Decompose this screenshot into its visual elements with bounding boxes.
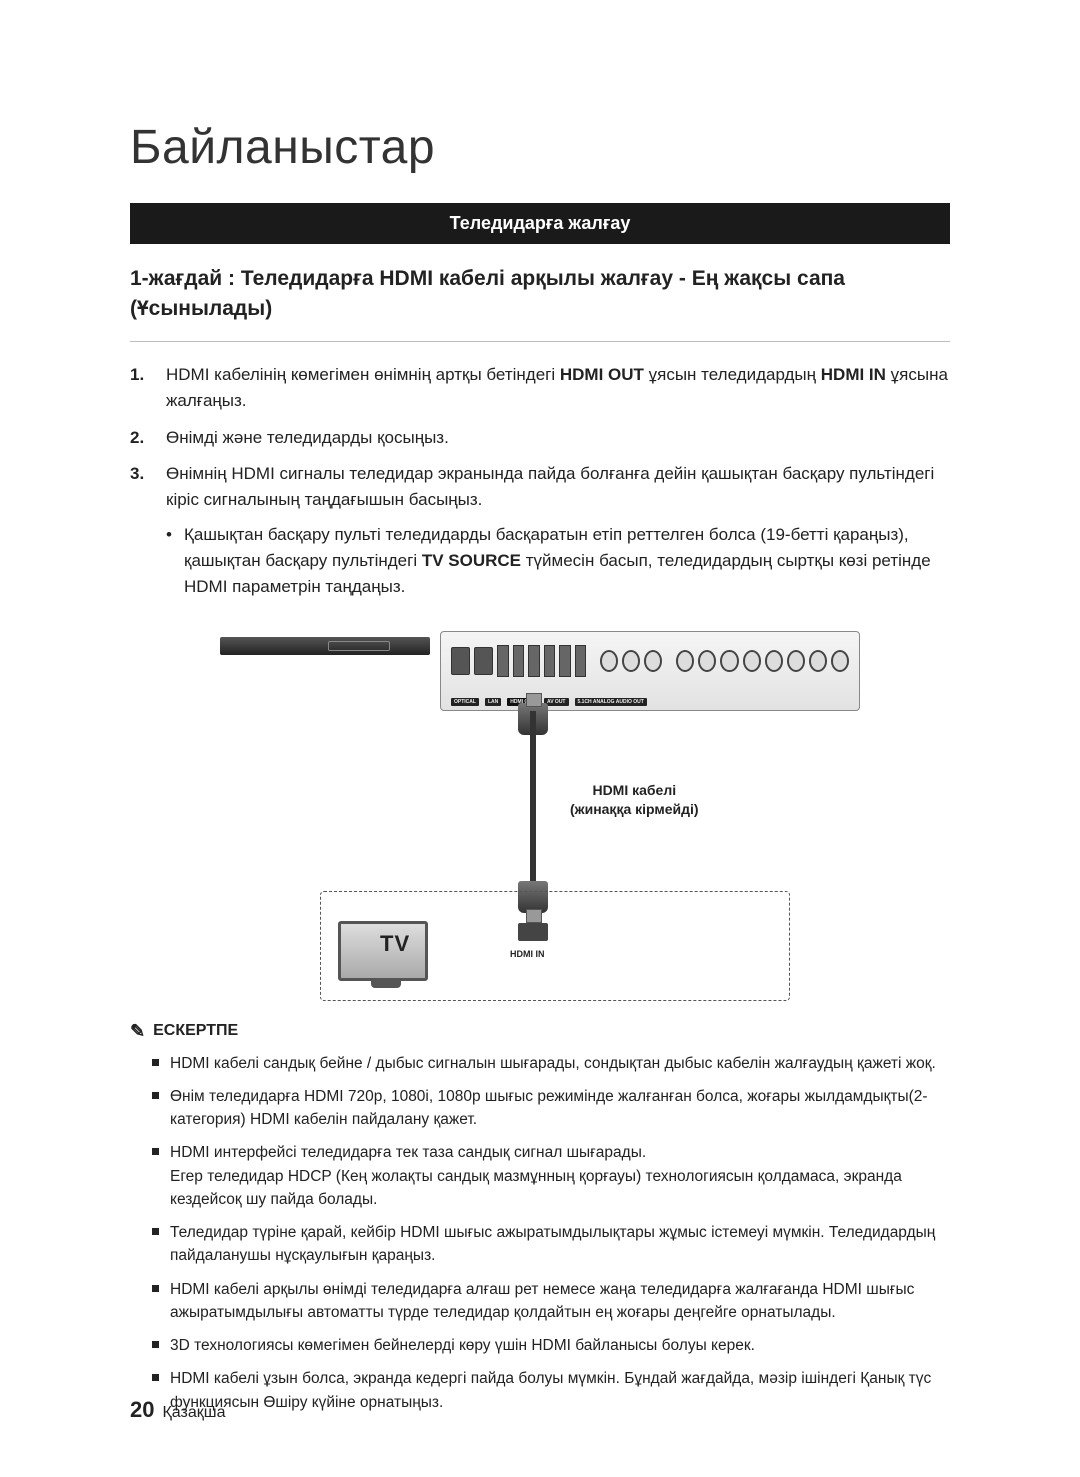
port-icon — [765, 650, 783, 672]
step-text: Өнімнің HDMI сигналы теледидар экранында… — [166, 464, 934, 509]
hdmi-in-label: HDMI IN — [510, 949, 545, 959]
page-number: 20 — [130, 1397, 154, 1423]
rear-panel-labels: OPTICAL LAN HDMI OUT AV OUT 5.1CH ANALOG… — [451, 698, 849, 706]
port-icon — [575, 645, 586, 677]
port-label: OPTICAL — [451, 698, 479, 706]
port-icon — [451, 647, 470, 675]
step-number: 3. — [130, 461, 144, 487]
port-icon — [544, 645, 555, 677]
port-icon — [600, 650, 618, 672]
note-item: HDMI кабелі ұзын болса, экранда кедергі … — [152, 1367, 950, 1414]
note-heading-text: ЕСКЕРТПЕ — [153, 1022, 238, 1040]
note-item: Теледидар түріне қарай, кейбір HDMI шығы… — [152, 1221, 950, 1268]
note-item: Өнім теледидарға HDMI 720p, 1080i, 1080p… — [152, 1085, 950, 1132]
step-number: 2. — [130, 425, 144, 451]
port-icon — [622, 650, 640, 672]
page-language: Қазақша — [162, 1404, 225, 1422]
connection-diagram: OPTICAL LAN HDMI OUT AV OUT 5.1CH ANALOG… — [220, 631, 860, 1011]
tv-hdmi-port-icon — [518, 923, 548, 941]
note-heading: ✎ ЕСКЕРТПЕ — [130, 1021, 950, 1042]
port-icon — [831, 650, 849, 672]
step-text: HDMI кабелінің көмегімен өнімнің артқы б… — [166, 365, 948, 410]
port-icon — [787, 650, 805, 672]
page-footer: 20 Қазақша — [130, 1397, 226, 1423]
port-icon — [497, 645, 508, 677]
tv-source-label: TV SOURCE — [422, 551, 521, 570]
page-title: Байланыстар — [130, 120, 950, 175]
note-list: HDMI кабелі сандық бейне / дыбыс сигналы… — [130, 1052, 950, 1414]
port-icon — [559, 645, 570, 677]
port-icon — [809, 650, 827, 672]
step-number: 1. — [130, 362, 144, 388]
port-label: LAN — [485, 698, 501, 706]
note-item: HDMI кабелі сандық бейне / дыбыс сигналы… — [152, 1052, 950, 1075]
hdmi-in-label: HDMI IN — [821, 365, 886, 384]
note-item: HDMI интерфейсі теледидарға тек таза сан… — [152, 1141, 950, 1211]
player-device-icon — [220, 637, 430, 655]
step-text: Өнімді және теледидарды қосыңыз. — [166, 428, 449, 447]
hdmi-cable-icon — [530, 711, 536, 901]
section-banner: Теледидарға жалғау — [130, 203, 950, 244]
port-icon — [513, 645, 524, 677]
rear-panel-icon: OPTICAL LAN HDMI OUT AV OUT 5.1CH ANALOG… — [440, 631, 860, 711]
cable-label: HDMI кабелі (жинаққа кірмейді) — [570, 781, 699, 819]
port-icon — [720, 650, 738, 672]
port-icon — [743, 650, 761, 672]
step-3-sublist: Қашықтан басқару пульті теледидарды басқ… — [166, 522, 950, 601]
step-3-sub: Қашықтан басқару пульті теледидарды басқ… — [166, 522, 950, 601]
tv-text: TV — [380, 931, 410, 957]
port-icon — [528, 645, 539, 677]
case-subheading: 1-жағдай : Теледидарға HDMI кабелі арқыл… — [130, 264, 950, 325]
divider — [130, 341, 950, 342]
note-icon: ✎ — [130, 1021, 145, 1042]
step-3: 3. Өнімнің HDMI сигналы теледидар экраны… — [130, 461, 950, 601]
note-item: 3D технологиясы көмегімен бейнелерді көр… — [152, 1334, 950, 1357]
port-icon — [474, 647, 493, 675]
note-item: HDMI кабелі арқылы өнімді теледидарға ал… — [152, 1278, 950, 1325]
port-label: 5.1CH ANALOG AUDIO OUT — [575, 698, 647, 706]
steps-list: 1. HDMI кабелінің көмегімен өнімнің артқ… — [130, 362, 950, 601]
port-icon — [644, 650, 662, 672]
step-2: 2. Өнімді және теледидарды қосыңыз. — [130, 425, 950, 451]
step-1: 1. HDMI кабелінің көмегімен өнімнің артқ… — [130, 362, 950, 415]
hdmi-out-label: HDMI OUT — [560, 365, 644, 384]
port-icon — [676, 650, 694, 672]
rear-panel-ports — [451, 642, 849, 680]
port-icon — [698, 650, 716, 672]
